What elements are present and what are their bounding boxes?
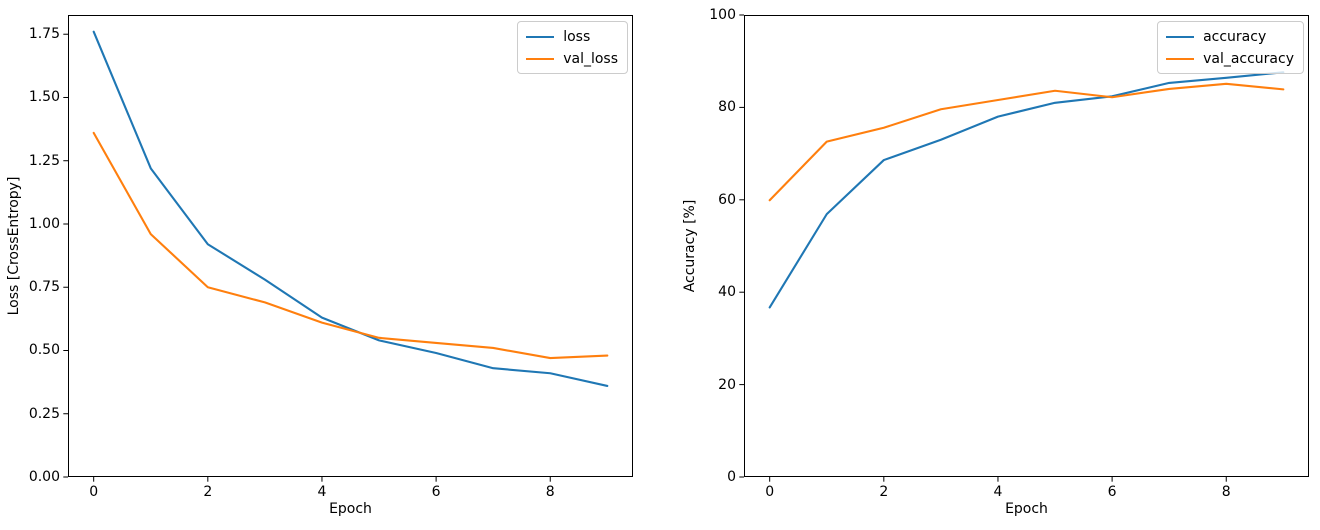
y-tick-label: 0.25: [28, 405, 60, 422]
axes-spines: [744, 15, 1309, 477]
y-tick-label: 0.50: [28, 342, 60, 359]
y-tick-label: 0: [727, 469, 736, 485]
y-tick-label: 0.00: [28, 469, 60, 485]
x-tick-label: 2: [203, 484, 213, 500]
axes-spines: [68, 15, 633, 477]
accuracy-plot-canvas: [739, 14, 1309, 482]
x-tick-label: 4: [993, 484, 1003, 500]
loss-plot-canvas: [63, 15, 633, 482]
legend-label: loss: [563, 28, 591, 45]
x-tick-label: 2: [879, 484, 889, 500]
accuracy-line-swatch: [1166, 35, 1195, 38]
legend-label: accuracy: [1203, 28, 1267, 45]
y-tick-label: 40: [718, 284, 736, 301]
y-tick-label: 1.75: [28, 26, 60, 43]
x-tick-label: 4: [317, 484, 327, 500]
loss-line-swatch: [526, 35, 555, 38]
legend-label: val_accuracy: [1203, 50, 1294, 67]
loss-legend: loss val_loss: [517, 21, 628, 74]
legend-item: loss: [526, 27, 618, 46]
val-loss-line-swatch: [526, 57, 555, 60]
x-tick-label: 8: [545, 484, 555, 500]
y-tick-label: 60: [718, 191, 736, 208]
x-tick-label: 6: [1107, 484, 1117, 500]
val-accuracy-line-swatch: [1166, 57, 1195, 60]
y-tick-label: 20: [718, 376, 736, 393]
accuracy-legend: accuracy val_accuracy: [1157, 21, 1304, 74]
y-tick-label: 1.00: [28, 215, 60, 232]
x-tick-label: 6: [431, 484, 441, 500]
loss-x-axis-label: Epoch: [329, 501, 372, 517]
legend-item: val_loss: [526, 49, 618, 68]
y-tick-label: 1.50: [28, 89, 60, 106]
val-accuracy-line: [768, 82, 1285, 202]
y-tick-label: 0.75: [28, 279, 60, 296]
loss-plot: Loss [CrossEntropy] Epoch loss val_loss …: [6, 15, 633, 516]
val-loss-line: [92, 131, 609, 360]
accuracy-plot: Accuracy [%] Epoch accuracy val_accuracy…: [682, 8, 1309, 516]
legend-label: val_loss: [563, 50, 618, 67]
accuracy-x-axis-label: Epoch: [1005, 501, 1048, 517]
y-tick-label: 1.25: [28, 152, 60, 169]
y-tick-label: 100: [709, 7, 736, 23]
loss-line: [92, 30, 609, 387]
accuracy-line: [768, 71, 1285, 309]
accuracy-y-axis-label: Accuracy [%]: [682, 199, 698, 293]
x-tick-label: 8: [1221, 484, 1231, 500]
x-tick-label: 0: [89, 484, 99, 500]
x-tick-label: 0: [765, 484, 775, 500]
y-tick-label: 80: [718, 99, 736, 116]
legend-item: val_accuracy: [1166, 49, 1294, 68]
loss-y-axis-label: Loss [CrossEntropy]: [6, 176, 22, 316]
legend-item: accuracy: [1166, 27, 1294, 46]
